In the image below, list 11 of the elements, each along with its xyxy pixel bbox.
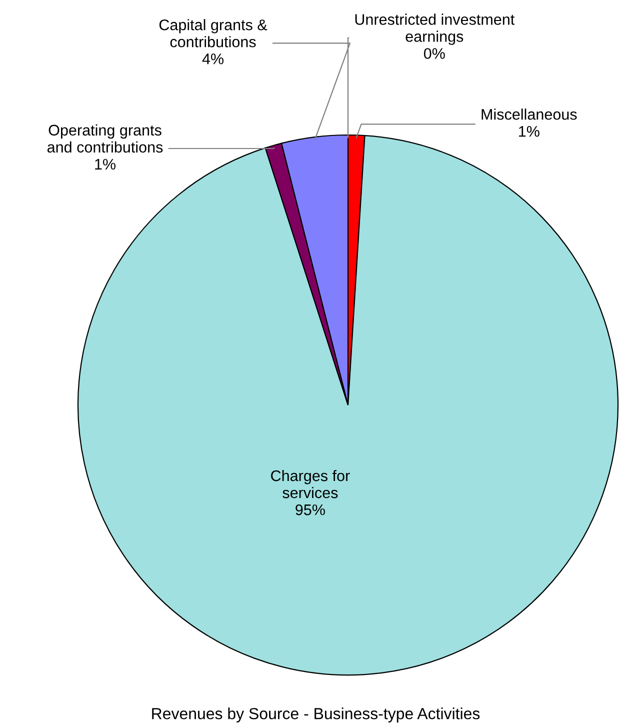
text: 0% [424,48,445,59]
slice-label: Operating grants and contributions [47,124,163,153]
slice-label: Miscellaneous [482,108,577,120]
data-label: 4% [202,54,224,64]
slice-label: Charges for services [271,470,350,498]
data-label: 95% [296,504,325,516]
slice-label: Capital grants & contributions [159,19,268,48]
data-label: 1% [519,126,540,137]
category-label: Unrestricted investment earnings [355,14,515,45]
data-label: 1% [95,158,116,170]
text: Revenues by Source - Business-type Activities [152,708,480,722]
